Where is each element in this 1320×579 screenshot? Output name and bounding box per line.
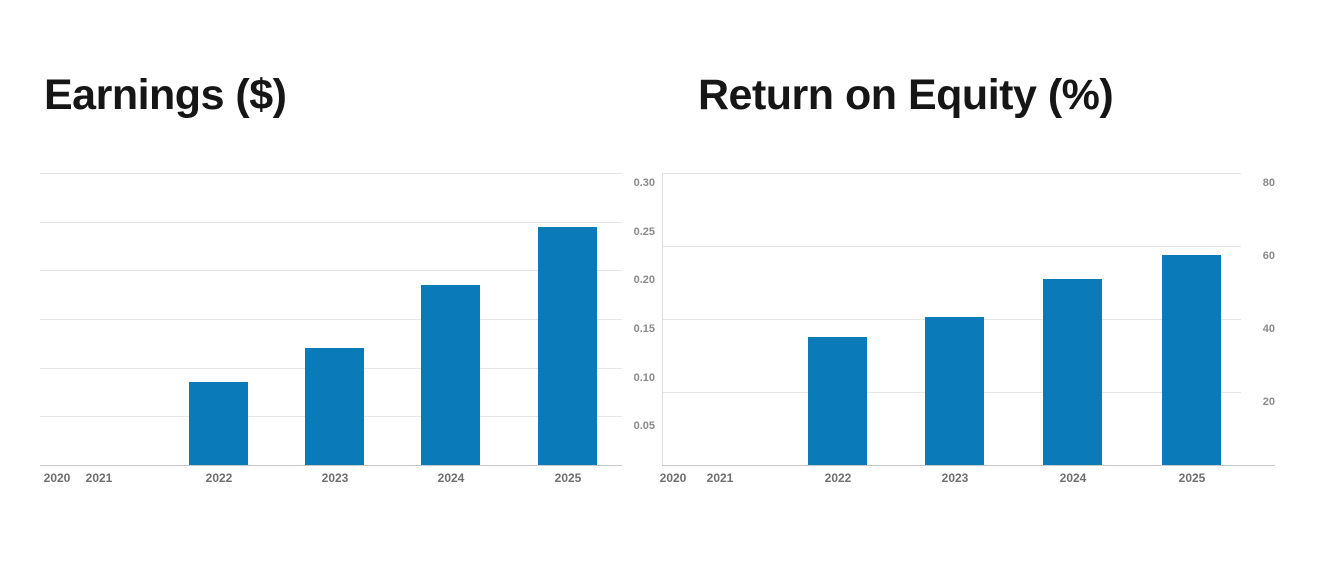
return-on-equity-chart-title: Return on Equity (%) — [698, 71, 1114, 119]
y-gridline — [40, 173, 622, 174]
x-axis-year-label: 2022 — [205, 471, 233, 485]
earnings-chart-title: Earnings ($) — [44, 71, 287, 119]
return-on-equity-plot-area: 20 40 60 80 2020 2021 2022 2023 2024 2025 — [660, 173, 1275, 485]
x-axis-year-label: 2021 — [706, 471, 734, 485]
y-gridline — [40, 222, 622, 223]
bar-2023[interactable] — [305, 348, 364, 465]
x-axis-year-label: 2020 — [43, 471, 71, 485]
x-axis-year-label: 2020 — [659, 471, 687, 485]
earnings-plot-area: 0.05 0.10 0.15 0.20 0.25 0.30 2020 2021 2022 2023… — [40, 173, 655, 485]
bar-2024[interactable] — [1043, 279, 1102, 465]
x-axis-year-label: 2024 — [437, 471, 465, 485]
bar-2023[interactable] — [925, 317, 984, 465]
x-axis-year-label: 2023 — [321, 471, 349, 485]
y-gridline — [40, 319, 622, 320]
bar-2022[interactable] — [189, 382, 248, 465]
x-axis-line — [662, 465, 1275, 466]
bar-2022[interactable] — [808, 337, 867, 465]
y-axis-tick-label: 0.30 — [633, 177, 655, 189]
x-axis-year-label: 2024 — [1059, 471, 1087, 485]
x-axis-year-label: 2025 — [1178, 471, 1206, 485]
x-axis-year-label: 2023 — [941, 471, 969, 485]
bar-2024[interactable] — [421, 285, 480, 465]
y-axis-tick-label: 0.10 — [633, 372, 655, 384]
y-axis-tick-label: 80 — [1262, 177, 1275, 189]
y-axis-tick-label: 60 — [1262, 250, 1275, 262]
y-axis-tick-label: 40 — [1262, 323, 1275, 335]
y-gridline — [662, 246, 1241, 247]
bar-2025[interactable] — [1162, 255, 1221, 465]
x-axis-year-label: 2021 — [85, 471, 113, 485]
plot-left-border — [662, 173, 663, 465]
y-axis-tick-label: 0.05 — [633, 420, 655, 432]
x-axis-year-label: 2022 — [824, 471, 852, 485]
y-gridline — [40, 270, 622, 271]
y-gridline — [662, 173, 1241, 174]
x-axis-year-label: 2025 — [554, 471, 582, 485]
bar-2025[interactable] — [538, 227, 597, 465]
y-axis-tick-label: 20 — [1262, 396, 1275, 408]
y-axis-tick-label: 0.25 — [633, 226, 655, 238]
y-axis-tick-label: 0.20 — [633, 274, 655, 286]
x-axis-line — [40, 465, 622, 466]
y-axis-tick-label: 0.15 — [633, 323, 655, 335]
